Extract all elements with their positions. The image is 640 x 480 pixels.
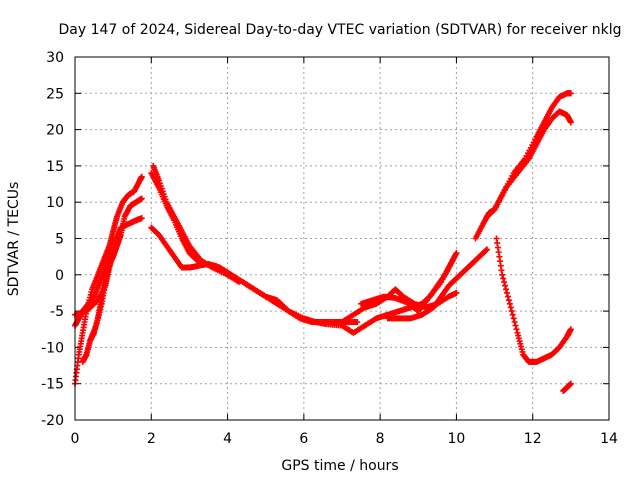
y-tick-label: 30 (46, 50, 64, 66)
series-track-12 (384, 246, 490, 322)
series-track-14 (483, 108, 574, 220)
data-point (511, 318, 518, 325)
series-track-11 (358, 257, 456, 315)
data-point (499, 271, 506, 278)
data-point (490, 207, 497, 214)
data-point (505, 297, 512, 304)
y-tick-label: 10 (46, 195, 64, 211)
axes: 0 2 4 6 8 10 12 14 -20 -15 -10 -5 0 5 10 15 20 25 30 (41, 50, 618, 447)
x-tick-label: 8 (376, 431, 385, 447)
data-point (500, 275, 507, 282)
data-point (509, 311, 516, 318)
data-point (506, 300, 513, 307)
series-track-16 (560, 380, 574, 394)
y-tick-label: 0 (55, 268, 64, 284)
y-tick-label: 5 (55, 232, 64, 248)
data-point (501, 279, 508, 286)
grid (75, 57, 609, 420)
x-tick-label: 4 (223, 431, 232, 447)
data-point (512, 322, 519, 329)
x-tick-label: 10 (448, 431, 466, 447)
series-track-1 (72, 173, 145, 387)
x-tick-label: 14 (600, 431, 618, 447)
data-point (567, 90, 574, 97)
x-tick-label: 0 (71, 431, 80, 447)
data-point (138, 173, 145, 180)
x-tick-label: 6 (299, 431, 308, 447)
data-point (453, 289, 460, 296)
data-point (354, 318, 361, 325)
y-tick-label: -15 (41, 377, 64, 393)
data-point (567, 380, 574, 387)
data-point (138, 215, 145, 222)
data-point (503, 289, 510, 296)
plot-frame (74, 56, 610, 421)
y-tick-label: 20 (46, 123, 64, 139)
x-axis-label: GPS time / hours (281, 458, 398, 474)
data-point (510, 315, 517, 322)
data-point (567, 119, 574, 126)
y-tick-label: -5 (50, 304, 64, 320)
series-track-8 (148, 224, 368, 336)
data-point (138, 195, 145, 202)
data-point (513, 326, 520, 333)
data-point (453, 250, 460, 257)
series-track-5 (87, 195, 145, 344)
y-axis-label: SDTVAR / TECUs (6, 182, 22, 297)
data-point (567, 326, 574, 333)
y-tick-label: 25 (46, 86, 64, 102)
y-tick-label: -10 (41, 340, 64, 356)
chart-title: Day 147 of 2024, Sidereal Day-to-day VTE… (59, 22, 622, 38)
data-point (504, 293, 511, 300)
y-tick-label: -20 (41, 413, 64, 429)
data-points (72, 90, 574, 394)
data-point (449, 257, 456, 264)
series-track-15 (493, 235, 574, 365)
data-point (508, 308, 515, 315)
data-point (503, 286, 510, 293)
x-tick-label: 2 (147, 431, 156, 447)
x-tick-label: 12 (524, 431, 542, 447)
data-point (482, 247, 489, 254)
data-point (502, 282, 509, 289)
data-point (507, 304, 514, 311)
data-point (483, 246, 490, 253)
y-tick-label: 15 (46, 159, 64, 175)
